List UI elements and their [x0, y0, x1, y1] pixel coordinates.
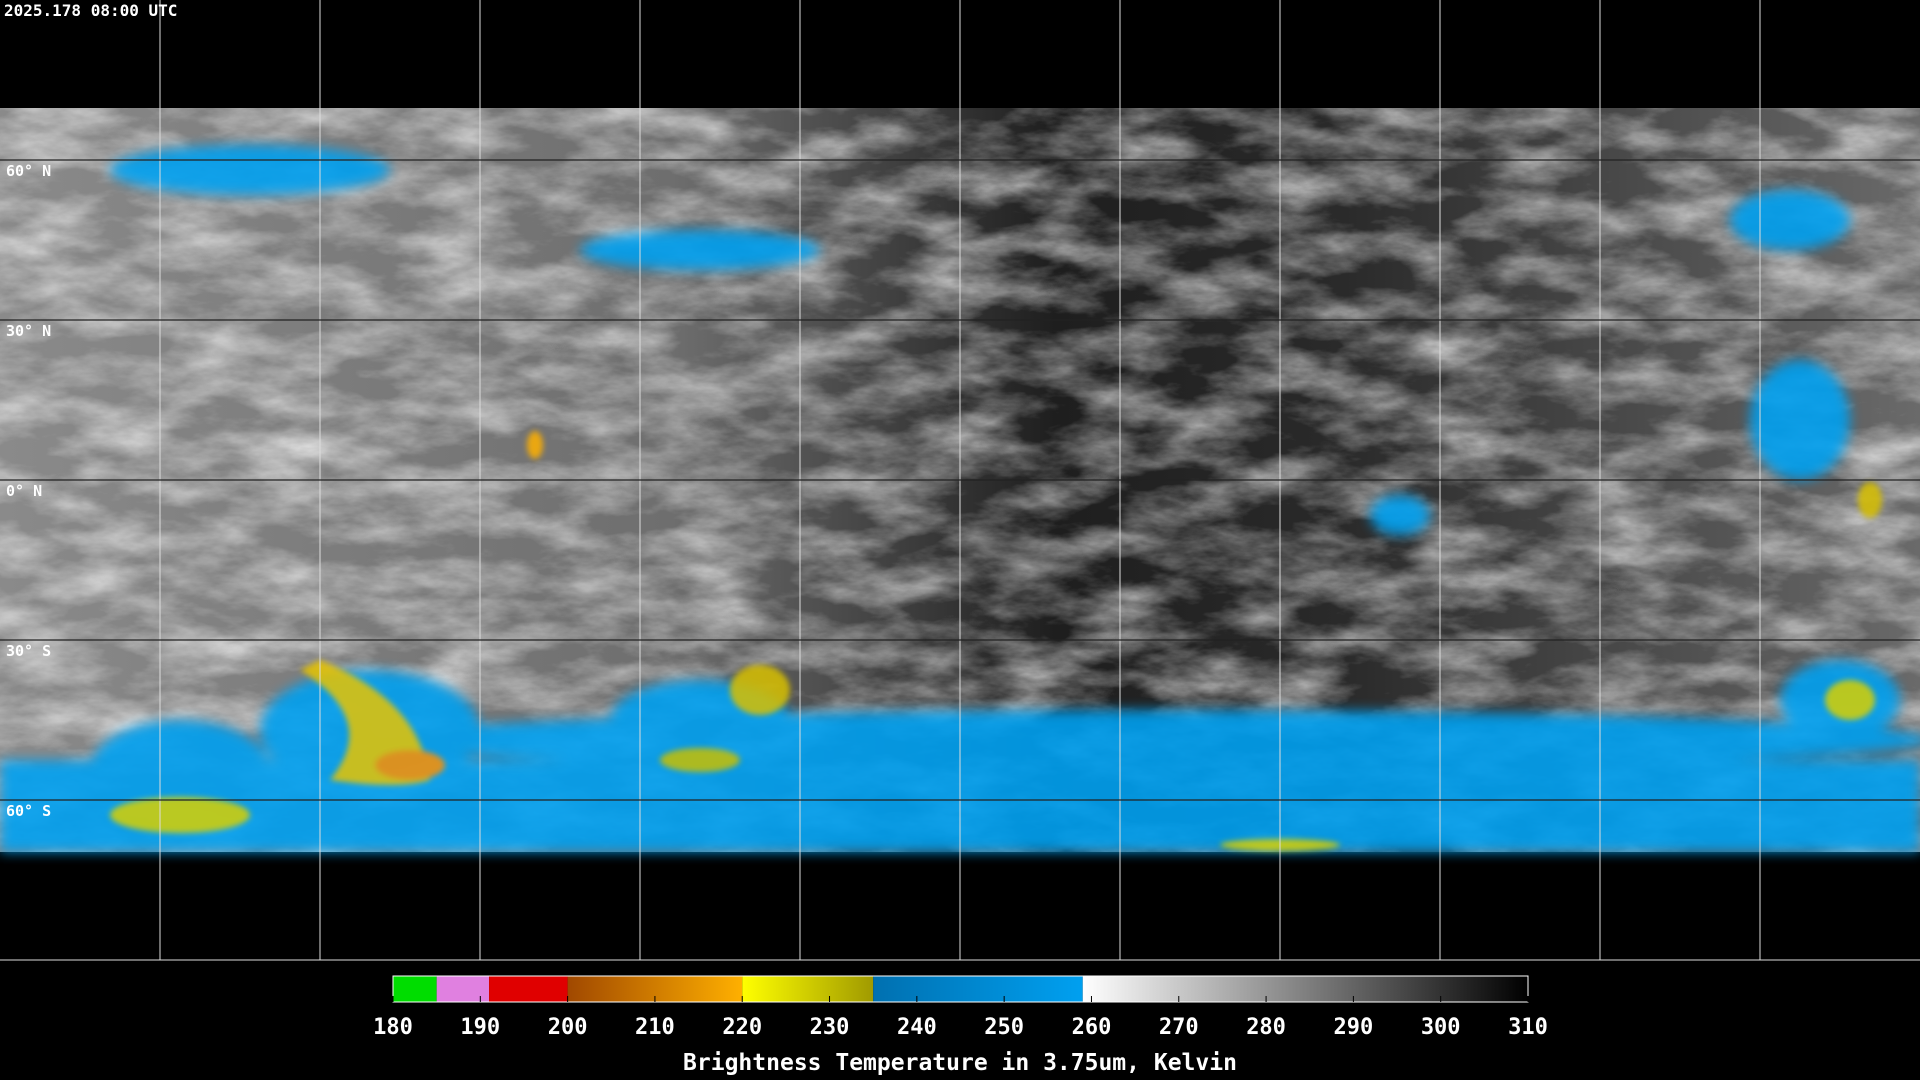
latitude-labels: 60° N 30° N 0° N 30° S 60° S: [6, 162, 51, 820]
latitude-label: 30° N: [6, 322, 51, 340]
colorbar-tick-label: 260: [1072, 1015, 1112, 1040]
colorbar-tick-label: 190: [460, 1015, 500, 1040]
latitude-label: 60° S: [6, 802, 51, 820]
colorbar-tick-label: 200: [548, 1015, 588, 1040]
colorbar-segment: [489, 976, 568, 1002]
colorbar-tick-label: 220: [722, 1015, 762, 1040]
colorbar-tick-label: 180: [373, 1015, 413, 1040]
latitude-label: 0° N: [6, 482, 42, 500]
graticule: [0, 0, 1920, 961]
colorbar-tick-label: 230: [810, 1015, 850, 1040]
colorbar-frame: [392, 975, 1529, 1003]
colorbar-tick-label: 240: [897, 1015, 937, 1040]
colorbar-tick-label: 310: [1508, 1015, 1548, 1040]
colorbar-title: Brightness Temperature in 3.75um, Kelvin: [683, 1050, 1237, 1076]
colorbar-tick-label: 290: [1334, 1015, 1374, 1040]
colorbar-tick-label: 250: [984, 1015, 1024, 1040]
colorbar-segment: [742, 976, 874, 1002]
colorbar-tick-label: 300: [1421, 1015, 1461, 1040]
timestamp: 2025.178 08:00 UTC: [4, 1, 177, 20]
colorbar-segment: [1082, 976, 1528, 1002]
colorbar-tick-label: 270: [1159, 1015, 1199, 1040]
colorbar-tick-label: 210: [635, 1015, 675, 1040]
colorbar-tick-label: 280: [1246, 1015, 1286, 1040]
latitude-label: 60° N: [6, 162, 51, 180]
colorbar: 180 190 200 210 220 230 240 250 260 270 280 290 300 3…: [373, 975, 1548, 1076]
latitude-label: 30° S: [6, 642, 51, 660]
colorbar-segment: [873, 976, 1083, 1002]
colorbar-segment: [393, 976, 437, 1002]
colorbar-segment: [436, 976, 490, 1002]
